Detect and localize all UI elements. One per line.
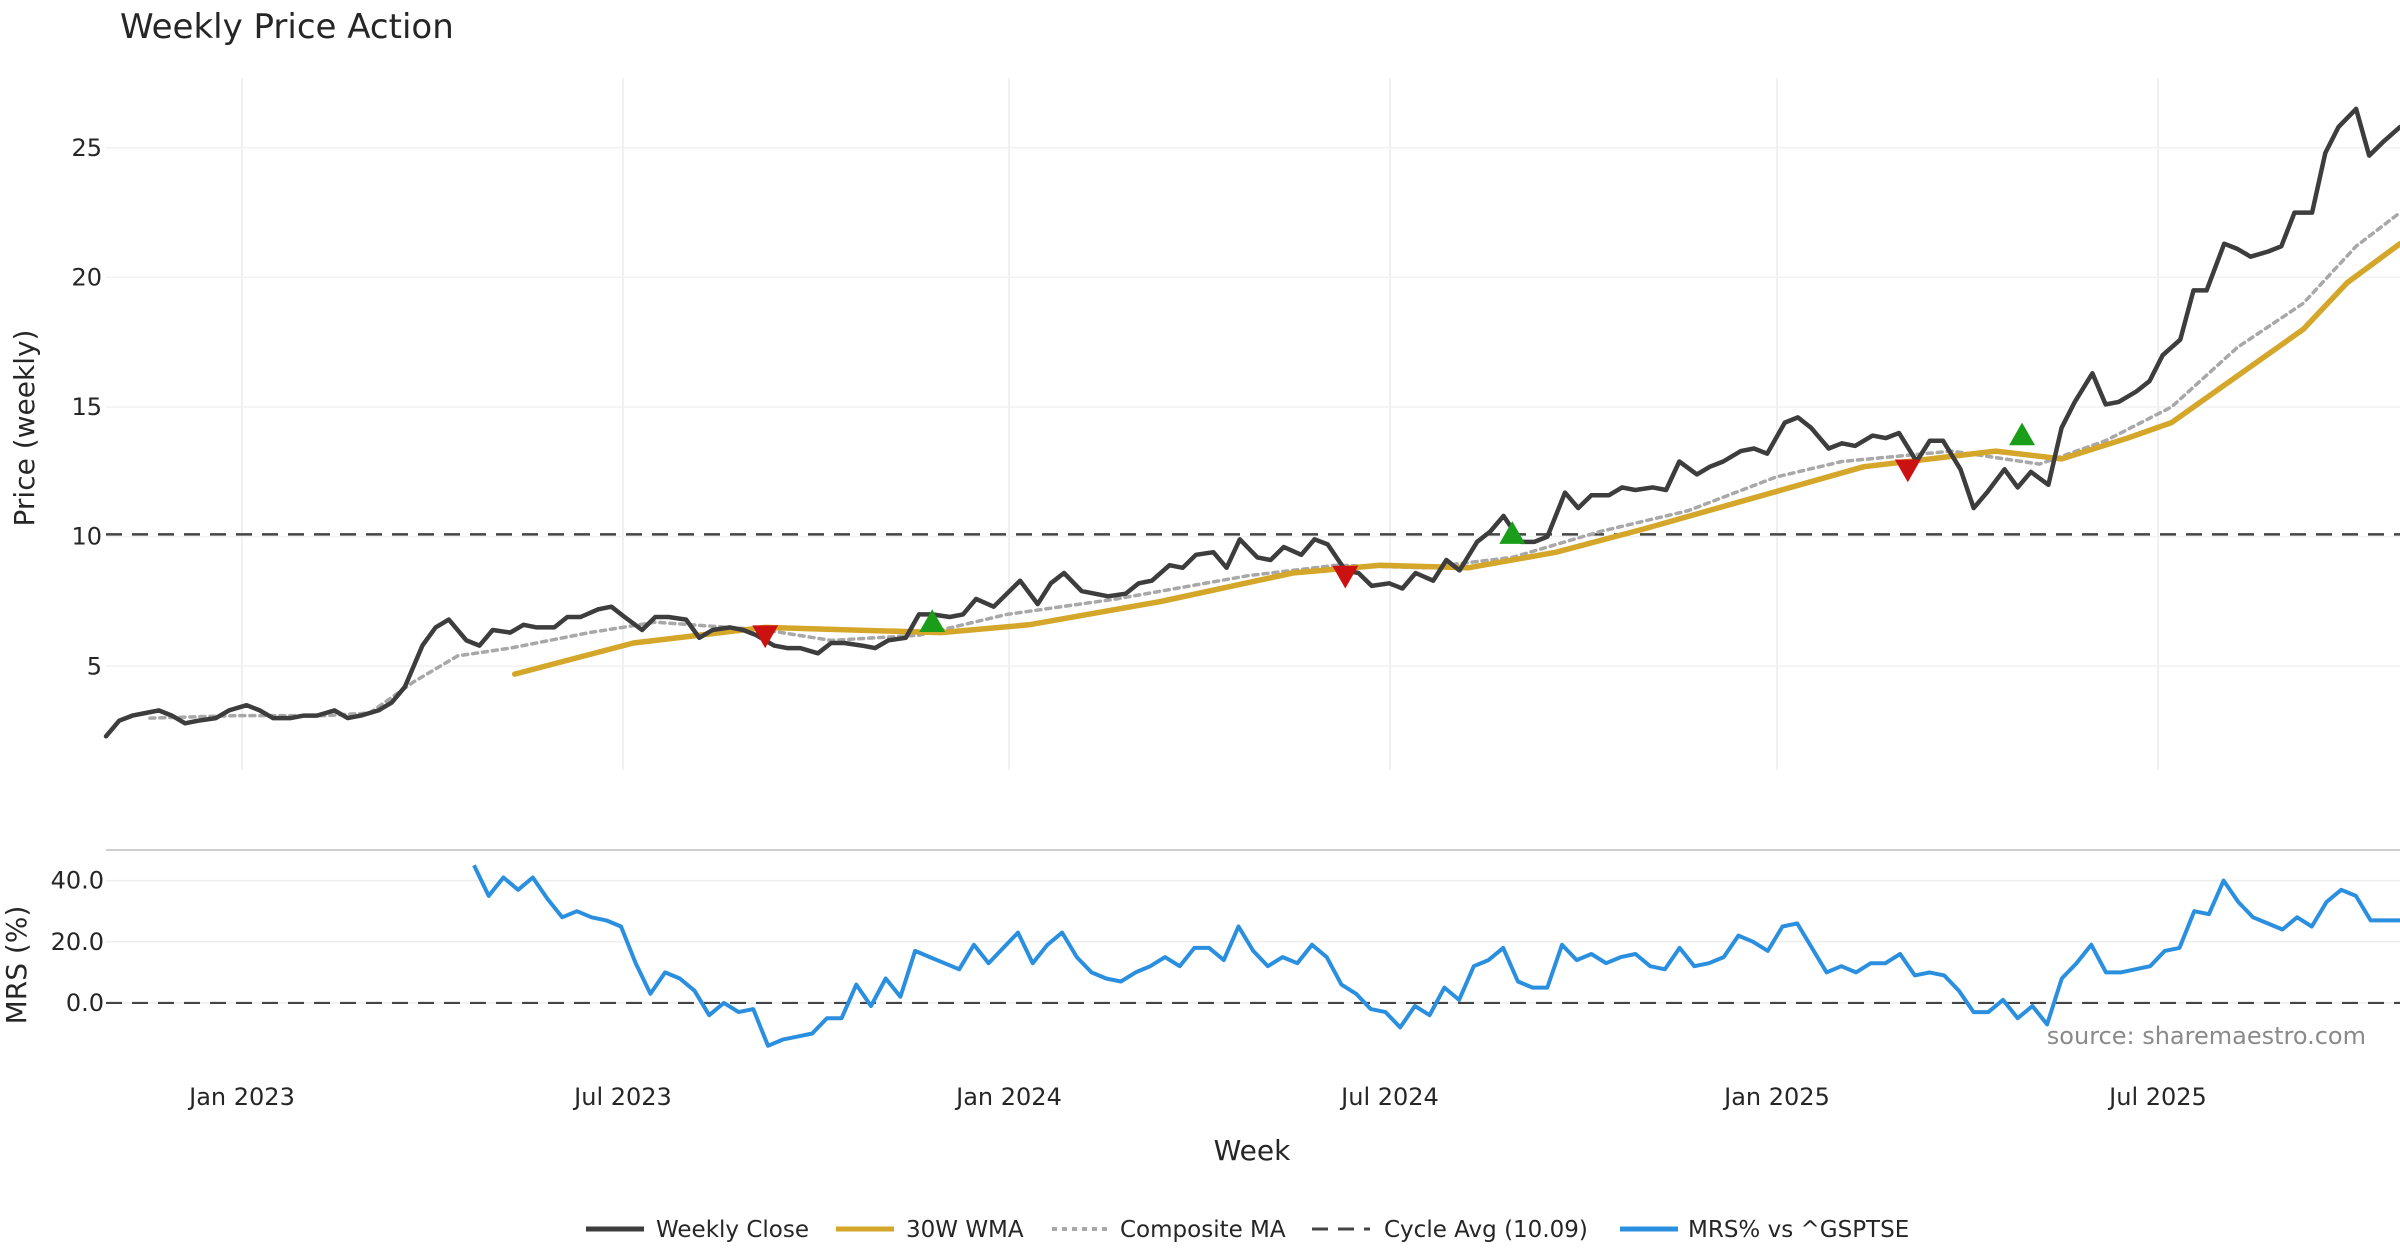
sell-signal-marker bbox=[1894, 459, 1921, 483]
x-tick-label: Jul 2023 bbox=[572, 1083, 672, 1111]
mrs-panel-grid bbox=[106, 849, 2400, 1005]
x-tick-label: Jan 2025 bbox=[1722, 1083, 1830, 1111]
legend: Weekly Close 30W WMA Composite MA Cycle Avg… bbox=[586, 1217, 1909, 1243]
price-y-ticks: 5 10 15 20 25 bbox=[71, 134, 102, 681]
price-y-axis-label: Price (weekly) bbox=[8, 330, 41, 527]
x-axis-ticks: Jan 2023 Jul 2023 Jan 2024 Jul 2024 Jan 2025… bbox=[187, 1083, 2207, 1111]
legend-label: Weekly Close bbox=[656, 1217, 809, 1243]
legend-label: Cycle Avg (10.09) bbox=[1384, 1217, 1588, 1243]
legend-label: Composite MA bbox=[1120, 1217, 1286, 1243]
series-weekly-close bbox=[103, 106, 2400, 739]
price-y-tick-label: 10 bbox=[71, 523, 102, 551]
price-y-tick-label: 5 bbox=[87, 652, 102, 680]
legend-label: 30W WMA bbox=[906, 1217, 1024, 1243]
x-tick-label: Jul 2024 bbox=[1339, 1083, 1439, 1111]
signal-markers bbox=[752, 422, 2036, 649]
mrs-y-tick-label: 20.0 bbox=[51, 928, 104, 956]
mrs-panel-series bbox=[472, 864, 2400, 1048]
series-composite-ma bbox=[148, 210, 2400, 720]
buy-signal-marker bbox=[919, 609, 946, 632]
sell-signal-marker bbox=[752, 625, 779, 649]
series-mrs-vs-gsptse bbox=[472, 864, 2400, 1048]
mrs-y-tick-label: 40.0 bbox=[51, 867, 104, 895]
x-axis-label: Week bbox=[1214, 1134, 1291, 1167]
chart-title: Weekly Price Action bbox=[120, 7, 454, 47]
buy-signal-marker bbox=[1499, 521, 1526, 544]
mrs-y-axis-label: MRS (%) bbox=[0, 906, 33, 1025]
x-tick-label: Jan 2023 bbox=[187, 1083, 295, 1111]
x-tick-label: Jan 2024 bbox=[954, 1083, 1062, 1111]
series-30w-wma bbox=[511, 240, 2400, 677]
sell-signal-marker bbox=[1332, 565, 1359, 589]
mrs-y-ticks: 40.0 20.0 0.0 bbox=[51, 867, 104, 1017]
price-y-tick-label: 15 bbox=[71, 393, 102, 421]
source-note: source: sharemaestro.com bbox=[2047, 1022, 2366, 1050]
price-panel-grid bbox=[106, 78, 2400, 770]
price-y-tick-label: 25 bbox=[71, 134, 102, 162]
mrs-y-tick-label: 0.0 bbox=[66, 989, 104, 1017]
x-tick-label: Jul 2025 bbox=[2107, 1083, 2207, 1111]
buy-signal-marker bbox=[2009, 422, 2036, 446]
price-y-tick-label: 20 bbox=[71, 263, 102, 291]
legend-label: MRS% vs ^GSPTSE bbox=[1688, 1217, 1909, 1243]
price-panel-series bbox=[103, 106, 2400, 739]
